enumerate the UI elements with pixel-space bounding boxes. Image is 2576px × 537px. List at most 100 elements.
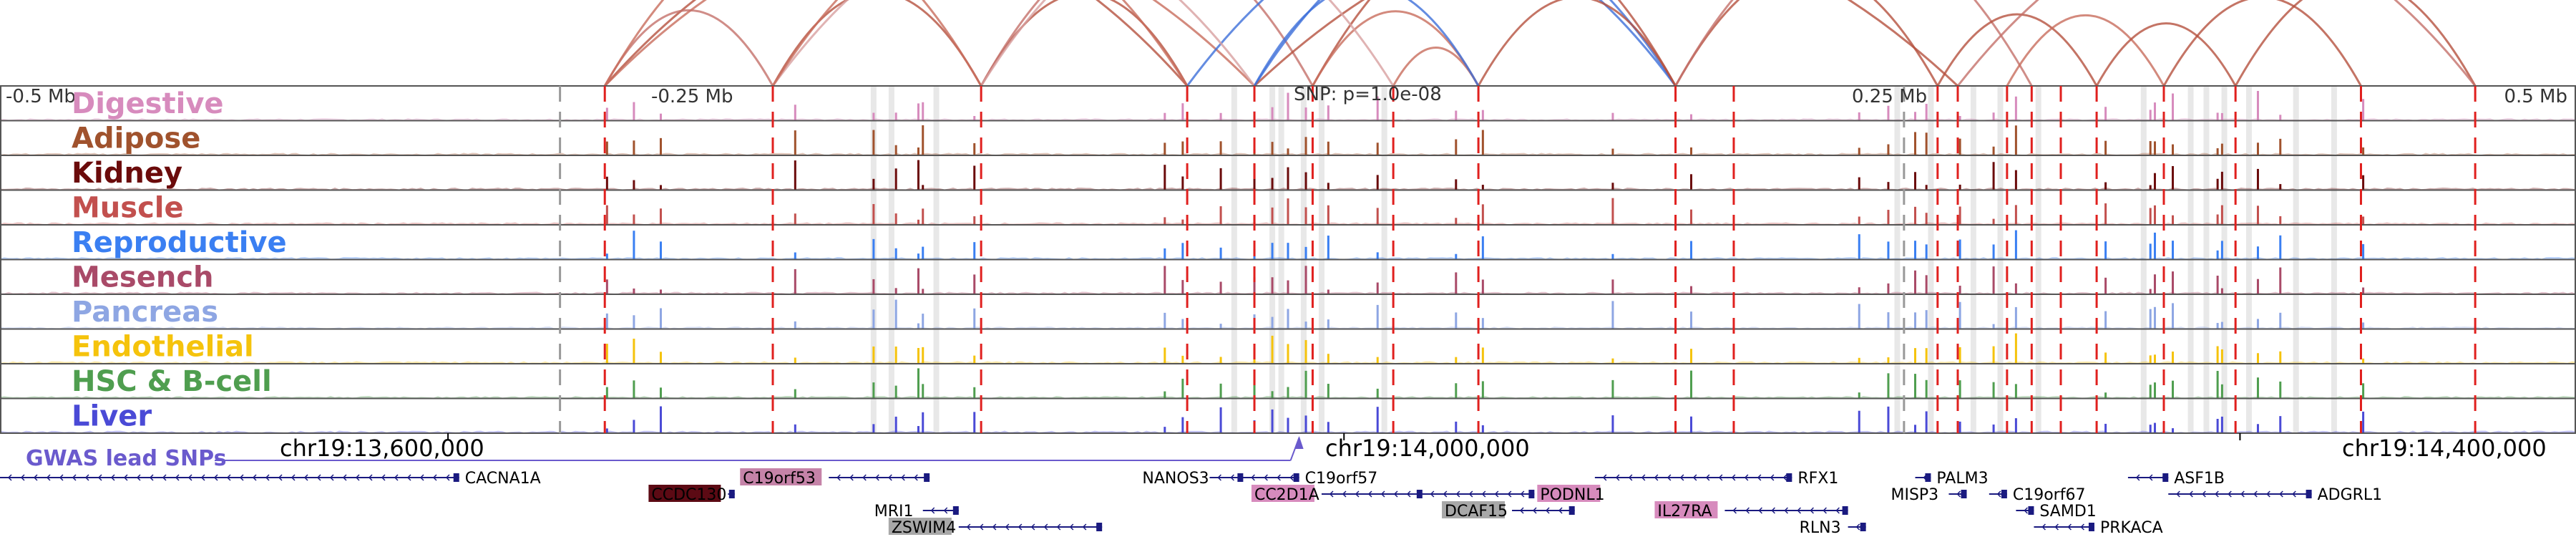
signal-peak <box>1327 105 1330 121</box>
signal-peak <box>973 242 976 260</box>
signal-peak <box>605 107 608 121</box>
signal-peak <box>1287 148 1289 155</box>
strand-arrow <box>1679 474 1684 481</box>
signal-peak <box>794 105 796 121</box>
signal-peak <box>1887 105 1890 121</box>
strand-arrow <box>1468 490 1473 498</box>
strand-arrow <box>1329 490 1334 498</box>
loop-anchor-lines <box>559 86 2477 433</box>
signal-peak <box>872 203 875 225</box>
signal-peak <box>1958 301 1961 329</box>
track-label: Reproductive <box>72 226 287 259</box>
strand-arrow <box>239 474 244 481</box>
signal-peak <box>1181 243 1184 260</box>
signal-peak <box>872 309 875 329</box>
gene-adgrl1: ADGRL1 <box>2168 486 2382 504</box>
signal-peak <box>1914 374 1917 399</box>
track-label: Muscle <box>72 192 184 225</box>
signal-peak <box>794 321 796 329</box>
signal-peak <box>659 387 662 399</box>
signal-peak <box>1689 416 1692 433</box>
strand-arrow <box>1745 507 1750 514</box>
signal-peak <box>1958 421 1961 433</box>
gene-label: RFX1 <box>1797 470 1838 488</box>
signal-peak <box>2149 208 2152 225</box>
signal-peak <box>1271 335 1274 364</box>
loop-arc <box>1254 0 1959 87</box>
gene-label: CCDC130 <box>651 486 726 504</box>
signal-peak <box>1287 92 1289 121</box>
signal-peak <box>1925 104 1928 121</box>
signal-peak <box>633 214 635 225</box>
signal-peak <box>2153 141 2156 155</box>
signal-peak <box>1287 243 1289 260</box>
signal-peak <box>1914 112 1917 121</box>
gene-samd1: SAMD1 <box>2016 503 2097 521</box>
strand-arrow <box>1507 490 1512 498</box>
strand-arrow <box>394 474 399 481</box>
signal-peak <box>1925 244 1928 260</box>
strand-arrow <box>1757 474 1762 481</box>
signal-peak <box>1914 206 1917 225</box>
signal-peak <box>1181 141 1184 155</box>
gene-c19orf67: C19orf67 <box>1989 486 2085 504</box>
signal-peak <box>917 160 919 190</box>
track-label: Liver <box>72 400 152 433</box>
signal-peak <box>1304 415 1307 433</box>
signal-peak <box>922 289 924 294</box>
gene-cc2d1a: CC2D1A <box>1251 485 1423 504</box>
signal-peak <box>1914 425 1917 433</box>
strand-arrow <box>1855 523 1860 531</box>
signal-peak <box>2279 267 2282 294</box>
strand-arrow <box>1455 490 1460 498</box>
strand-arrow <box>2024 507 2028 514</box>
signal-peak <box>2279 184 2282 190</box>
signal-peak <box>1858 357 1860 364</box>
signal-peak <box>605 387 608 399</box>
strand-arrow <box>213 474 218 481</box>
strand-arrow <box>265 474 270 481</box>
loop-arc <box>1186 0 1677 87</box>
strand-arrow <box>1251 474 1255 481</box>
signal-peak <box>2256 377 2259 399</box>
loop-arc <box>2162 0 2362 87</box>
signal-peak <box>1287 387 1289 399</box>
strand-arrow <box>368 474 373 481</box>
signal-peak <box>2104 140 2107 155</box>
signal-peak <box>1327 236 1330 260</box>
loop-arc <box>1956 0 2477 87</box>
loop-arc <box>1312 0 1677 87</box>
signal-peak <box>794 389 796 399</box>
strand-arrow <box>1784 507 1788 514</box>
gene-label: ADGRL1 <box>2318 486 2383 504</box>
loop-arc <box>2095 22 2237 87</box>
strand-arrow <box>1718 474 1723 481</box>
strand-arrow <box>2215 490 2219 498</box>
signal-peak <box>1958 184 1961 190</box>
signal-peak <box>1611 253 1614 260</box>
signal-peak <box>1481 425 1484 433</box>
signal-peak <box>2220 205 2223 225</box>
signal-peak <box>2014 283 2017 294</box>
signal-peak <box>973 142 976 155</box>
signal-peak <box>1925 213 1928 225</box>
strand-arrow <box>2240 490 2245 498</box>
strand-arrow <box>1797 507 1801 514</box>
gene-label: MRI1 <box>874 503 914 521</box>
signal-peak <box>1992 146 1995 155</box>
signal-peak <box>2104 423 2107 433</box>
signal-peak <box>1163 248 1166 260</box>
signal-peak <box>605 253 608 260</box>
loop-arc <box>1312 10 1480 87</box>
signal-peak <box>1271 391 1274 399</box>
strand-arrow <box>1731 474 1736 481</box>
signal-peak <box>633 420 635 433</box>
loop-arc <box>771 0 1189 87</box>
signal-peak <box>1992 244 1995 260</box>
strand-arrow <box>1005 523 1010 531</box>
signal-peak <box>1689 286 1692 294</box>
strand-arrow <box>355 474 360 481</box>
signal-peak <box>1481 347 1484 364</box>
track-label: Pancreas <box>72 296 218 329</box>
strand-arrow <box>149 474 154 481</box>
